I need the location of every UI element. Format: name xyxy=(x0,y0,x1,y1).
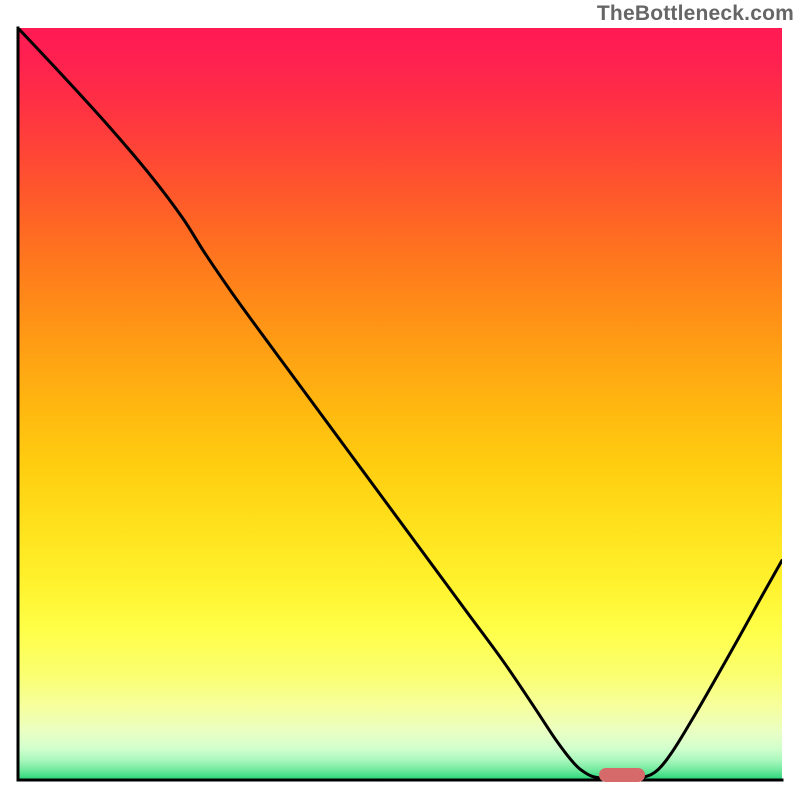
optimal-marker xyxy=(599,768,645,782)
watermark: TheBottleneck.com xyxy=(597,2,794,26)
chart-container: { "watermark": { "text": "TheBottleneck.… xyxy=(0,0,800,800)
chart-svg xyxy=(0,0,800,800)
gradient-background xyxy=(18,28,782,780)
